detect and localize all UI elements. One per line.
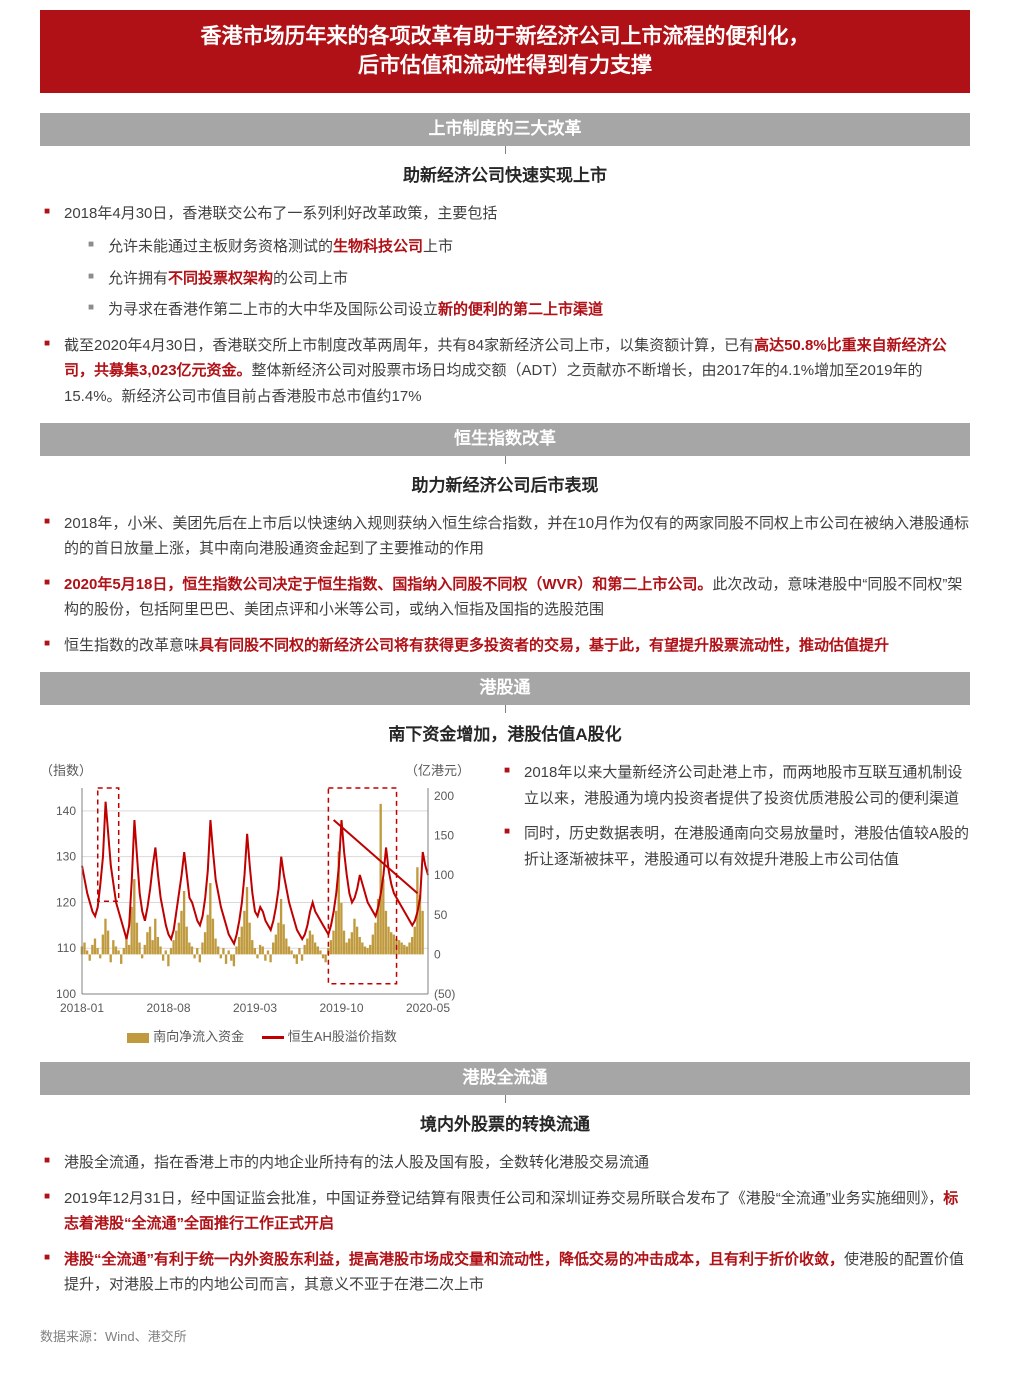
sec1-b1s2: 允许拥有不同投票权架构的公司上市 bbox=[68, 266, 970, 292]
sec4-b2: 2019年12月31日，经中国证监会批准，中国证券登记结算有限责任公司和深圳证券… bbox=[44, 1186, 970, 1237]
sec4-gray: 港股全流通 bbox=[40, 1062, 970, 1095]
sec3-gray: 港股通 bbox=[40, 672, 970, 705]
sec1-sublist: 允许未能通过主板财务资格测试的生物科技公司上市 允许拥有不同投票权架构的公司上市… bbox=[64, 234, 970, 323]
sec1-b1: 2018年4月30日，香港联交公布了一系列利好改革政策，主要包括 允许未能通过主… bbox=[44, 201, 970, 323]
svg-text:120: 120 bbox=[56, 896, 76, 910]
data-source: 数据来源：Wind、港交所 bbox=[40, 1326, 970, 1348]
sec4-b1: 港股全流通，指在香港上市的内地企业所持有的法人股及国有股，全数转化港股交易流通 bbox=[44, 1150, 970, 1176]
svg-text:0: 0 bbox=[434, 948, 441, 962]
chart-legend: 南向净流入资金 恒生AH股溢价指数 bbox=[40, 1026, 470, 1048]
svg-text:2018-01: 2018-01 bbox=[60, 1001, 104, 1015]
sec1-sub: 助新经济公司快速实现上市 bbox=[40, 162, 970, 191]
sec2-b2: 2020年5月18日，恒生指数公司决定于恒生指数、国指纳入同股不同权（WVR）和… bbox=[44, 572, 970, 623]
sec3-sub: 南下资金增加，港股估值A股化 bbox=[40, 721, 970, 750]
sec4-b3: 港股“全流通”有利于统一内外资股东利益，提高港股市场成交量和流动性，降低交易的冲… bbox=[44, 1247, 970, 1298]
legend-swatch-bar bbox=[127, 1033, 149, 1043]
legend-swatch-line bbox=[262, 1036, 284, 1039]
connector bbox=[505, 146, 506, 154]
sec2-gray: 恒生指数改革 bbox=[40, 423, 970, 456]
sec3-b2: 同时，历史数据表明，在港股通南向交易放量时，港股估值较A股的折让逐渐被抹平，港股… bbox=[504, 821, 970, 872]
title-line2: 后市估值和流动性得到有力支撑 bbox=[60, 51, 950, 80]
svg-text:140: 140 bbox=[56, 804, 76, 818]
chart-svg: 140 130 120 110 100 200 150 100 50 0 (50) 2018-01 20… bbox=[40, 782, 470, 1022]
svg-text:2019-10: 2019-10 bbox=[319, 1001, 363, 1015]
sec4-list: 港股全流通，指在香港上市的内地企业所持有的法人股及国有股，全数转化港股交易流通 … bbox=[40, 1150, 970, 1298]
svg-text:100: 100 bbox=[56, 987, 76, 1001]
title-line1: 香港市场历年来的各项改革有助于新经济公司上市流程的便利化， bbox=[60, 22, 950, 51]
connector bbox=[505, 705, 506, 713]
sec2-b3: 恒生指数的改革意味具有同股不同权的新经济公司将有获得更多投资者的交易，基于此，有… bbox=[44, 633, 970, 659]
chart-column: （指数） （亿港元） 140 130 120 110 100 200 150 100 50 0 (5… bbox=[40, 760, 470, 1048]
axis-left-label: （指数） bbox=[40, 760, 92, 782]
connector bbox=[505, 1095, 506, 1103]
sec1-b1s3: 为寻求在香港作第二上市的大中华及国际公司设立新的便利的第二上市渠道 bbox=[68, 297, 970, 323]
chart-box: 140 130 120 110 100 200 150 100 50 0 (50) 2018-01 20… bbox=[40, 782, 470, 1022]
svg-text:100: 100 bbox=[434, 868, 454, 882]
sec1-list: 2018年4月30日，香港联交公布了一系列利好改革政策，主要包括 允许未能通过主… bbox=[40, 201, 970, 410]
svg-text:110: 110 bbox=[57, 941, 76, 955]
sec1-b1s1: 允许未能通过主板财务资格测试的生物科技公司上市 bbox=[68, 234, 970, 260]
svg-text:2018-08: 2018-08 bbox=[146, 1001, 190, 1015]
sec3-two-col: （指数） （亿港元） 140 130 120 110 100 200 150 100 50 0 (5… bbox=[40, 760, 970, 1048]
svg-text:130: 130 bbox=[56, 850, 76, 864]
sec2-b1: 2018年，小米、美团先后在上市后以快速纳入规则获纳入恒生综合指数，并在10月作… bbox=[44, 511, 970, 562]
svg-text:2019-03: 2019-03 bbox=[233, 1001, 277, 1015]
svg-text:50: 50 bbox=[434, 908, 448, 922]
sec1-b2: 截至2020年4月30日，香港联交所上市制度改革两周年，共有84家新经济公司上市… bbox=[44, 333, 970, 410]
sec2-sub: 助力新经济公司后市表现 bbox=[40, 472, 970, 501]
axis-right-label: （亿港元） bbox=[405, 760, 470, 782]
sec2-list: 2018年，小米、美团先后在上市后以快速纳入规则获纳入恒生综合指数，并在10月作… bbox=[40, 511, 970, 659]
connector bbox=[505, 456, 506, 464]
svg-text:150: 150 bbox=[434, 829, 454, 843]
svg-text:(50): (50) bbox=[434, 987, 455, 1001]
sec3-b1: 2018年以来大量新经济公司赴港上市，而两地股市互联互通机制设立以来，港股通为境… bbox=[504, 760, 970, 811]
svg-text:2020-05: 2020-05 bbox=[406, 1001, 450, 1015]
sec4-sub: 境内外股票的转换流通 bbox=[40, 1111, 970, 1140]
svg-text:200: 200 bbox=[434, 789, 454, 803]
sec3-text-col: 2018年以来大量新经济公司赴港上市，而两地股市互联互通机制设立以来，港股通为境… bbox=[500, 760, 970, 882]
sec1-gray: 上市制度的三大改革 bbox=[40, 113, 970, 146]
title-banner: 香港市场历年来的各项改革有助于新经济公司上市流程的便利化， 后市估值和流动性得到… bbox=[40, 10, 970, 93]
